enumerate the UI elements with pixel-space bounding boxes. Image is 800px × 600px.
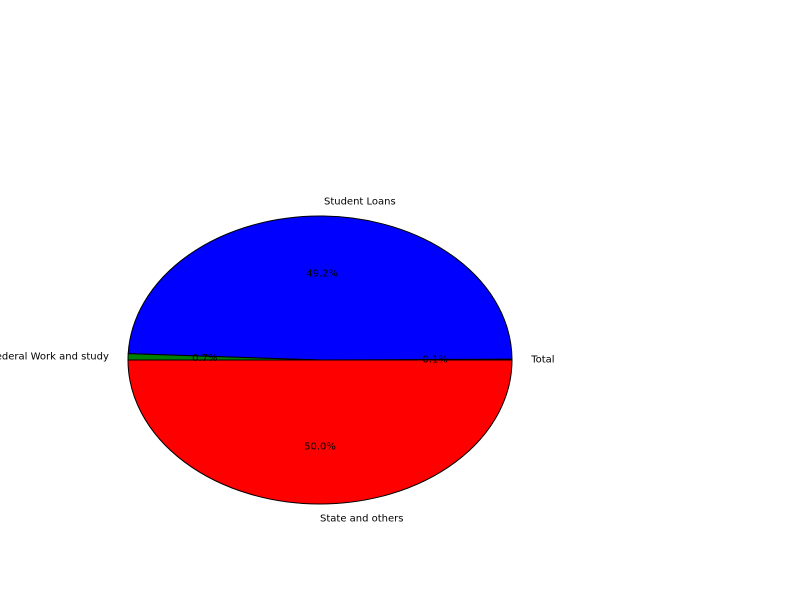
slice-label-student-loans: Student Loans [324,197,396,208]
slice-label-federal-work-and-study: Federal Work and study [0,352,109,363]
slice-label-state-and-others: State and others [320,513,404,524]
percent-labels: 0.1% 49.2% 0.7% 50.0% [192,269,448,453]
slice-labels: Total Student Loans Federal Work and study… [0,197,555,525]
pie-slices [127,215,513,505]
pct-label-state-and-others: 50.0% [304,441,336,452]
pct-label-federal-work-and-study: 0.7% [192,353,217,364]
pie-slice-state-and-others [127,359,513,505]
pie-slice-student-loans [127,215,513,361]
pct-label-total: 0.1% [422,355,447,366]
pct-label-student-loans: 49.2% [306,269,338,280]
slice-label-total: Total [530,355,554,366]
